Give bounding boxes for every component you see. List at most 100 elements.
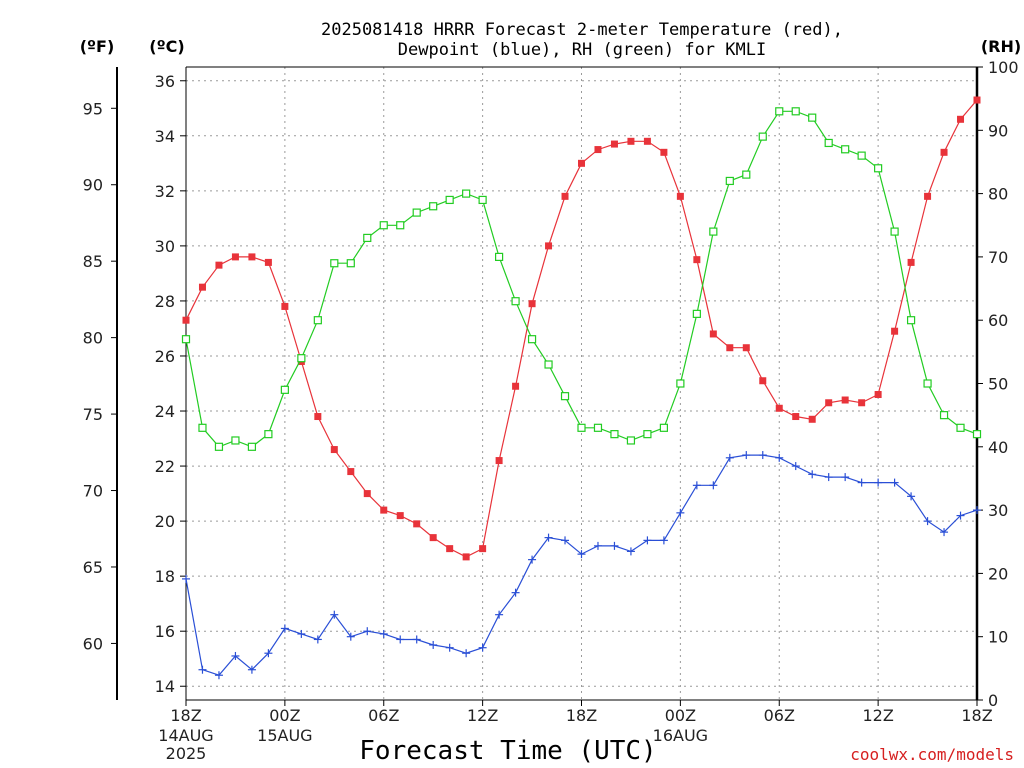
data-point	[610, 140, 618, 148]
data-point	[198, 665, 207, 674]
celsius-tick-label: 30	[155, 237, 175, 256]
data-point	[182, 316, 190, 324]
data-point	[264, 649, 273, 658]
data-point	[396, 512, 404, 520]
data-point	[627, 137, 635, 145]
celsius-tick-label: 26	[155, 347, 175, 366]
rh-tick-label: 40	[988, 438, 1008, 457]
data-point	[363, 490, 371, 498]
data-point	[231, 253, 239, 261]
data-point	[940, 528, 949, 537]
series-2-meter-temperature	[182, 96, 981, 561]
data-point	[247, 442, 257, 451]
celsius-tick-label: 24	[155, 402, 175, 421]
data-point	[676, 508, 685, 517]
data-point	[709, 330, 717, 338]
data-point	[313, 635, 322, 644]
data-point	[775, 107, 784, 116]
data-point	[380, 506, 388, 514]
chart-title-line1: 2025081418 HRRR Forecast 2-meter Tempera…	[321, 20, 843, 40]
data-point	[957, 115, 965, 123]
data-point	[346, 259, 355, 268]
data-point	[512, 382, 520, 390]
rh-tick-label: 10	[988, 628, 1008, 647]
celsius-axis-label: (ºC)	[149, 37, 184, 56]
data-point	[347, 468, 355, 476]
data-point	[527, 335, 537, 344]
data-point	[857, 151, 866, 160]
rh-tick-label: 90	[988, 121, 1008, 140]
data-point	[363, 627, 372, 636]
data-point	[643, 536, 652, 545]
data-point	[890, 478, 899, 487]
data-point	[446, 545, 454, 553]
rh-tick-label: 0	[988, 691, 998, 710]
data-point	[726, 344, 734, 352]
data-point	[692, 481, 701, 490]
data-point	[495, 252, 504, 261]
series-rh	[181, 107, 982, 451]
data-point	[742, 344, 750, 352]
data-point	[462, 553, 470, 561]
data-point	[874, 164, 883, 173]
data-point	[841, 396, 849, 404]
data-point	[924, 192, 932, 200]
data-point	[330, 610, 339, 619]
data-point	[379, 629, 388, 638]
celsius-tick-label: 20	[155, 512, 175, 531]
data-point	[330, 259, 339, 268]
celsius-tick-label: 36	[155, 72, 175, 91]
data-point	[808, 415, 816, 423]
rh-tick-label: 30	[988, 501, 1008, 520]
data-point	[264, 258, 272, 266]
data-point	[874, 391, 882, 399]
credit-link[interactable]: coolwx.com/models	[850, 745, 1014, 764]
celsius-tick-label: 32	[155, 182, 175, 201]
data-point	[824, 473, 833, 482]
celsius-tick-label: 34	[155, 127, 175, 146]
data-point	[857, 478, 866, 487]
data-point	[907, 258, 915, 266]
data-point	[181, 335, 191, 344]
data-point	[198, 283, 206, 291]
data-point	[561, 536, 570, 545]
data-point	[709, 481, 718, 490]
data-point	[429, 640, 438, 649]
data-point	[280, 624, 289, 633]
fahrenheit-tick-label: 75	[83, 405, 103, 424]
data-point	[775, 404, 783, 412]
data-point	[198, 423, 207, 432]
data-point	[363, 233, 372, 243]
data-point	[676, 192, 684, 200]
data-point	[972, 430, 982, 439]
data-point	[314, 413, 322, 421]
data-point	[396, 221, 405, 230]
x-tick-label: 06Z	[764, 706, 795, 725]
data-series	[181, 96, 982, 680]
fahrenheit-axis-label: (ºF)	[80, 37, 115, 56]
data-point	[528, 555, 537, 564]
axes: 14 16 18 20 22 24 26 28 30 32 34 36 60 65 70 75 80 85 90 95…	[83, 58, 1019, 710]
celsius-tick-label: 22	[155, 457, 175, 476]
data-point	[478, 195, 487, 205]
celsius-tick-label: 16	[155, 622, 175, 641]
x-date-label: 2025	[166, 744, 207, 763]
data-point	[561, 192, 569, 200]
data-point	[511, 297, 520, 306]
x-axis-title: Forecast Time (UTC)	[359, 736, 656, 766]
data-point	[313, 316, 322, 325]
data-point	[412, 635, 421, 644]
rh-tick-label: 70	[988, 248, 1008, 267]
data-point	[791, 107, 800, 116]
data-point	[593, 541, 602, 550]
data-point	[891, 327, 899, 335]
data-point	[560, 392, 570, 401]
x-date-label: 16AUG	[653, 726, 708, 745]
data-point	[939, 411, 949, 420]
data-point	[841, 473, 850, 482]
data-point	[907, 492, 916, 501]
data-point	[346, 632, 355, 641]
data-point	[297, 354, 306, 363]
data-point	[214, 671, 223, 680]
